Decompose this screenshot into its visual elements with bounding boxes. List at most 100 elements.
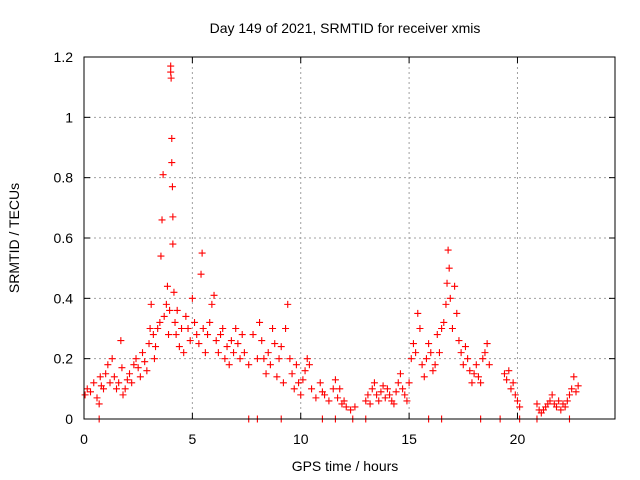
data-point <box>459 361 467 369</box>
data-point <box>483 340 491 348</box>
data-point <box>364 391 372 399</box>
data-point <box>552 403 560 411</box>
data-point <box>394 379 402 387</box>
data-point <box>206 318 214 326</box>
data-point <box>312 394 320 402</box>
data-point <box>442 300 450 308</box>
data-point <box>236 355 244 363</box>
data-point <box>188 294 196 302</box>
data-point <box>172 331 180 339</box>
data-point <box>500 370 508 378</box>
data-point <box>379 382 387 390</box>
data-point <box>81 391 89 399</box>
data-point <box>546 397 554 405</box>
data-point <box>184 325 192 332</box>
data-point <box>325 397 333 405</box>
data-point <box>438 325 446 332</box>
data-point <box>150 355 158 363</box>
data-point <box>290 385 298 393</box>
data-point <box>96 373 104 381</box>
data-point <box>375 397 383 405</box>
data-point <box>167 62 175 70</box>
data-point <box>159 171 167 179</box>
data-point <box>219 325 227 332</box>
data-point <box>132 355 140 363</box>
data-point <box>145 340 153 348</box>
data-point <box>407 355 415 363</box>
data-point <box>260 355 268 363</box>
data-point <box>147 300 155 308</box>
data-point <box>271 340 279 348</box>
data-point <box>568 385 576 393</box>
data-point <box>351 403 359 411</box>
data-point <box>284 300 292 308</box>
data-point <box>167 74 175 82</box>
data-point <box>102 370 110 378</box>
data-point <box>334 394 342 402</box>
data-point <box>308 385 316 393</box>
data-point <box>223 343 231 351</box>
data-point <box>405 379 413 387</box>
data-point <box>165 331 173 339</box>
data-point <box>557 406 565 414</box>
data-point <box>115 379 123 387</box>
data-point <box>221 355 229 363</box>
data-point <box>238 331 246 339</box>
data-point <box>149 331 157 339</box>
data-point <box>169 240 177 248</box>
data-point <box>340 397 348 405</box>
x-tick-label: 20 <box>510 431 526 447</box>
data-point <box>286 355 294 363</box>
data-point <box>199 325 207 332</box>
data-point <box>373 391 381 399</box>
chart-title: Day 149 of 2021, SRMTID for receiver xmi… <box>210 20 481 36</box>
data-point <box>169 213 177 221</box>
data-point <box>117 337 125 345</box>
data-point <box>178 325 186 332</box>
y-tick-label: 0.8 <box>54 170 74 186</box>
data-point <box>451 282 459 290</box>
data-point <box>468 379 476 387</box>
data-point <box>258 337 266 345</box>
data-point <box>204 331 212 339</box>
data-point <box>418 361 426 369</box>
data-point <box>90 379 98 387</box>
data-point <box>158 216 166 224</box>
data-point <box>435 349 443 357</box>
data-point <box>110 373 118 381</box>
data-point <box>232 325 240 332</box>
data-point <box>123 376 131 384</box>
data-point <box>511 391 519 399</box>
data-point <box>445 264 453 272</box>
data-point <box>128 379 136 387</box>
data-point <box>214 349 222 357</box>
data-point <box>396 370 404 378</box>
data-point <box>316 379 324 387</box>
y-tick-label: 0.6 <box>54 230 74 246</box>
data-point <box>481 349 489 357</box>
data-point <box>295 379 303 387</box>
data-point <box>425 340 433 348</box>
data-point <box>134 364 142 372</box>
data-point <box>143 367 151 375</box>
data-point <box>163 282 171 290</box>
data-point <box>431 361 439 369</box>
data-point <box>130 361 138 369</box>
data-point <box>83 385 91 393</box>
data-point <box>118 364 126 372</box>
data-point <box>457 349 465 357</box>
data-point <box>507 385 515 393</box>
data-point <box>170 288 178 296</box>
x-axis-label: GPS time / hours <box>292 458 399 474</box>
y-tick-label: 0.2 <box>54 351 74 367</box>
data-point <box>440 318 448 326</box>
data-point <box>399 385 407 393</box>
data-point <box>168 159 176 167</box>
data-point <box>453 309 461 317</box>
data-point <box>331 376 339 384</box>
data-point <box>305 361 313 369</box>
data-points <box>81 62 582 423</box>
data-point <box>403 397 411 405</box>
data-point <box>106 379 114 387</box>
